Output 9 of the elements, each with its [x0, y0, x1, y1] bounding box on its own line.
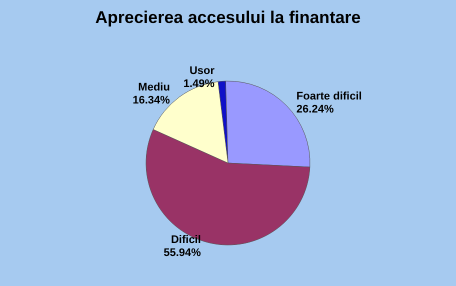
slice-label: Usor — [189, 64, 216, 77]
slice-label: Foarte dificil — [296, 90, 362, 102]
data-label: 1.49% — [183, 78, 215, 90]
data-label: 16.34% — [132, 94, 170, 106]
slice-label: Mediu — [138, 81, 170, 94]
slice-label: Dificil — [170, 234, 201, 246]
chart-title: Aprecierea accesului la finantare — [95, 8, 361, 27]
data-label: 55.94% — [164, 247, 202, 260]
data-label: 26.24% — [296, 103, 334, 116]
